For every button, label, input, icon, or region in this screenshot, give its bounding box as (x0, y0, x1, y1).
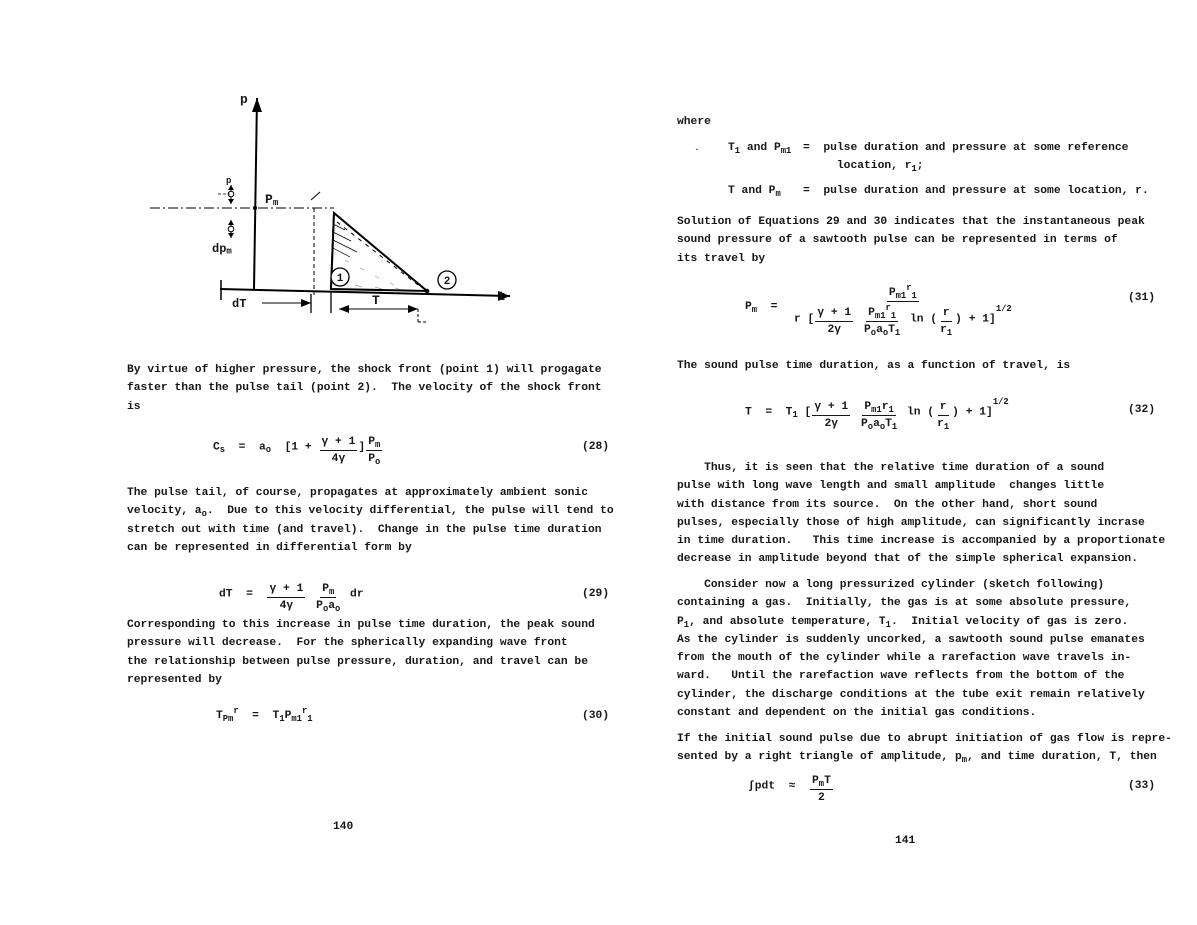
svg-text:p: p (226, 176, 231, 186)
svg-text:dpm: dpm (212, 242, 232, 257)
svg-text:t: t (498, 289, 506, 304)
svg-text:p: p (240, 92, 248, 107)
svg-text:Pm: Pm (265, 192, 279, 208)
svg-text:T: T (372, 293, 380, 308)
svg-text:dT: dT (232, 297, 246, 311)
svg-text:2: 2 (444, 276, 451, 288)
svg-text:1: 1 (337, 273, 344, 285)
